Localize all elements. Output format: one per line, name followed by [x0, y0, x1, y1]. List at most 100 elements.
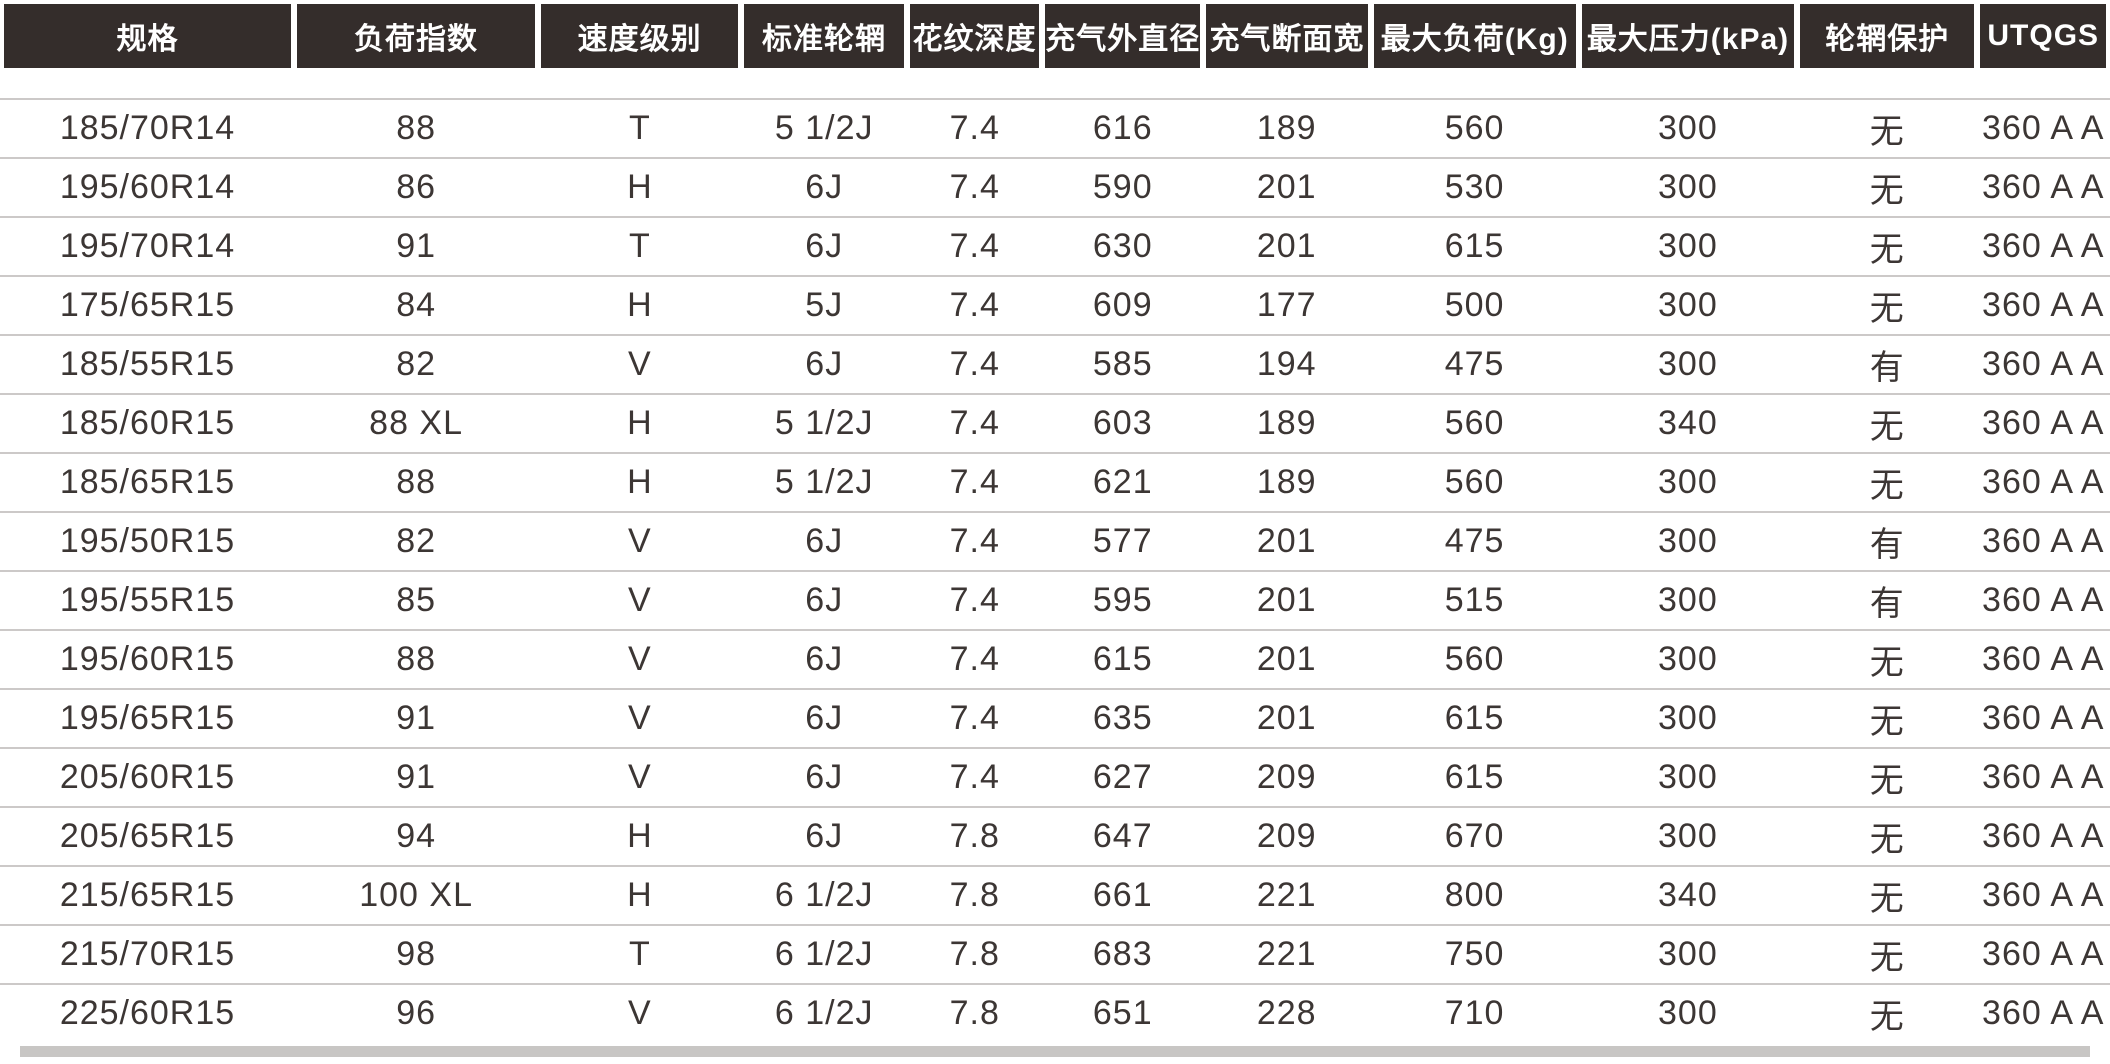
table-cell: 360 A A: [1982, 286, 2105, 324]
table-cell: 215/65R15: [59, 876, 236, 914]
table-cell: V: [628, 994, 652, 1032]
table-cell: 360 A A: [1982, 345, 2105, 383]
table-cell: 630: [1092, 227, 1153, 265]
table-cell: 185/55R15: [59, 345, 236, 383]
table-cell: 201: [1256, 699, 1317, 737]
table-cell: 96: [396, 994, 437, 1032]
table-cell: 201: [1256, 581, 1317, 619]
table-cell: 710: [1444, 994, 1505, 1032]
table-cell: V: [628, 581, 652, 619]
table-cell: 6 1/2J: [774, 876, 874, 914]
table-cell: 无: [1869, 939, 1905, 977]
table-cell: 221: [1256, 876, 1317, 914]
table-cell: 5 1/2J: [774, 109, 874, 147]
table-cell: 6 1/2J: [774, 935, 874, 973]
table-row: 175/65R15 84 H 5J 7.4 609 177 500 300 无 360 A A: [0, 275, 2110, 334]
header-cell: 充气外直径: [1045, 4, 1201, 68]
table-cell: V: [628, 345, 652, 383]
table-cell: 88: [396, 463, 437, 501]
table-cell: 无: [1869, 172, 1905, 210]
table-cell: 560: [1444, 463, 1505, 501]
table-cell: 500: [1444, 286, 1505, 324]
table-cell: 560: [1444, 404, 1505, 442]
table-cell: 175/65R15: [59, 286, 236, 324]
table-cell: 82: [396, 345, 437, 383]
table-cell: 670: [1444, 817, 1505, 855]
table-cell: T: [628, 109, 651, 147]
table-cell: 300: [1658, 581, 1718, 619]
table-cell: 360 A A: [1982, 699, 2105, 737]
table-cell: 5 1/2J: [774, 463, 874, 501]
table-cell: 6J: [805, 522, 844, 560]
table-cell: 340: [1658, 404, 1718, 442]
table-cell: 221: [1256, 935, 1317, 973]
table-cell: 7.4: [949, 699, 1000, 737]
table-cell: 无: [1869, 290, 1905, 328]
table-cell: 7.4: [949, 345, 1000, 383]
table-cell: 300: [1658, 168, 1718, 206]
table-cell: 6J: [805, 227, 844, 265]
table-cell: 300: [1658, 758, 1718, 796]
table-row: 185/70R14 88 T 5 1/2J 7.4 616 189 560 300 无 360 A …: [0, 98, 2110, 157]
table-cell: 228: [1256, 994, 1317, 1032]
table-cell: 85: [396, 581, 437, 619]
table-cell: 360 A A: [1982, 581, 2105, 619]
table-cell: 194: [1256, 345, 1317, 383]
table-cell: H: [627, 286, 653, 324]
table-cell: H: [627, 876, 653, 914]
table-cell: 189: [1256, 404, 1317, 442]
table-cell: 7.8: [949, 817, 1000, 855]
header-cell: 轮辋保护: [1800, 4, 1975, 68]
table-cell: 189: [1256, 463, 1317, 501]
table-row: 205/60R15 91 V 6J 7.4 627 209 615 300 无 360 A A: [0, 747, 2110, 806]
table-cell: 7.4: [949, 640, 1000, 678]
table-row: 195/60R14 86 H 6J 7.4 590 201 530 300 无 360 A A: [0, 157, 2110, 216]
header-cell: 充气断面宽: [1206, 4, 1368, 68]
table-row: 195/55R15 85 V 6J 7.4 595 201 515 300 有 360 A A: [0, 570, 2110, 629]
table-cell: 84: [396, 286, 437, 324]
table-cell: 91: [396, 758, 437, 796]
table-cell: 7.8: [949, 994, 1000, 1032]
table-cell: 91: [396, 227, 437, 265]
table-cell: 无: [1869, 408, 1905, 446]
table-cell: 7.4: [949, 463, 1000, 501]
table-cell: 621: [1092, 463, 1153, 501]
table-cell: 300: [1658, 522, 1718, 560]
table-cell: 无: [1869, 762, 1905, 800]
table-cell: 7.8: [949, 876, 1000, 914]
table-cell: 有: [1869, 585, 1905, 623]
table-cell: 6J: [805, 581, 844, 619]
table-cell: 无: [1869, 644, 1905, 682]
table-cell: 201: [1256, 522, 1317, 560]
table-cell: 有: [1869, 349, 1905, 387]
table-cell: 6 1/2J: [774, 994, 874, 1032]
table-cell: 7.4: [949, 522, 1000, 560]
header-cell: 速度级别: [541, 4, 739, 68]
table-cell: 6J: [805, 699, 844, 737]
table-cell: 7.4: [949, 227, 1000, 265]
table-cell: 201: [1256, 640, 1317, 678]
table-cell: 590: [1092, 168, 1153, 206]
table-cell: 205/65R15: [59, 817, 236, 855]
bottom-bar: [20, 1046, 2090, 1057]
table-cell: 无: [1869, 880, 1905, 918]
table-cell: 360 A A: [1982, 935, 2105, 973]
table-cell: 82: [396, 522, 437, 560]
table-cell: 7.4: [949, 581, 1000, 619]
table-row: 195/65R15 91 V 6J 7.4 635 201 615 300 无 360 A A: [0, 688, 2110, 747]
table-row: 215/70R15 98 T 6 1/2J 7.8 683 221 750 300 无 360 A …: [0, 924, 2110, 983]
table-cell: 无: [1869, 113, 1905, 151]
table-cell: 360 A A: [1982, 463, 2105, 501]
table-row: 225/60R15 96 V 6 1/2J 7.8 651 228 710 300 无 360 A …: [0, 983, 2110, 1042]
table-cell: 无: [1869, 467, 1905, 505]
table-row: 195/50R15 82 V 6J 7.4 577 201 475 300 有 360 A A: [0, 511, 2110, 570]
table-cell: 300: [1658, 345, 1718, 383]
table-cell: T: [628, 227, 651, 265]
table-cell: 615: [1444, 699, 1505, 737]
table-cell: 7.8: [949, 935, 1000, 973]
table-cell: 185/70R14: [59, 109, 236, 147]
table-cell: 603: [1092, 404, 1153, 442]
table-cell: 515: [1444, 581, 1505, 619]
table-row: 185/65R15 88 H 5 1/2J 7.4 621 189 560 300 无 360 A …: [0, 452, 2110, 511]
table-cell: 360 A A: [1982, 994, 2105, 1032]
